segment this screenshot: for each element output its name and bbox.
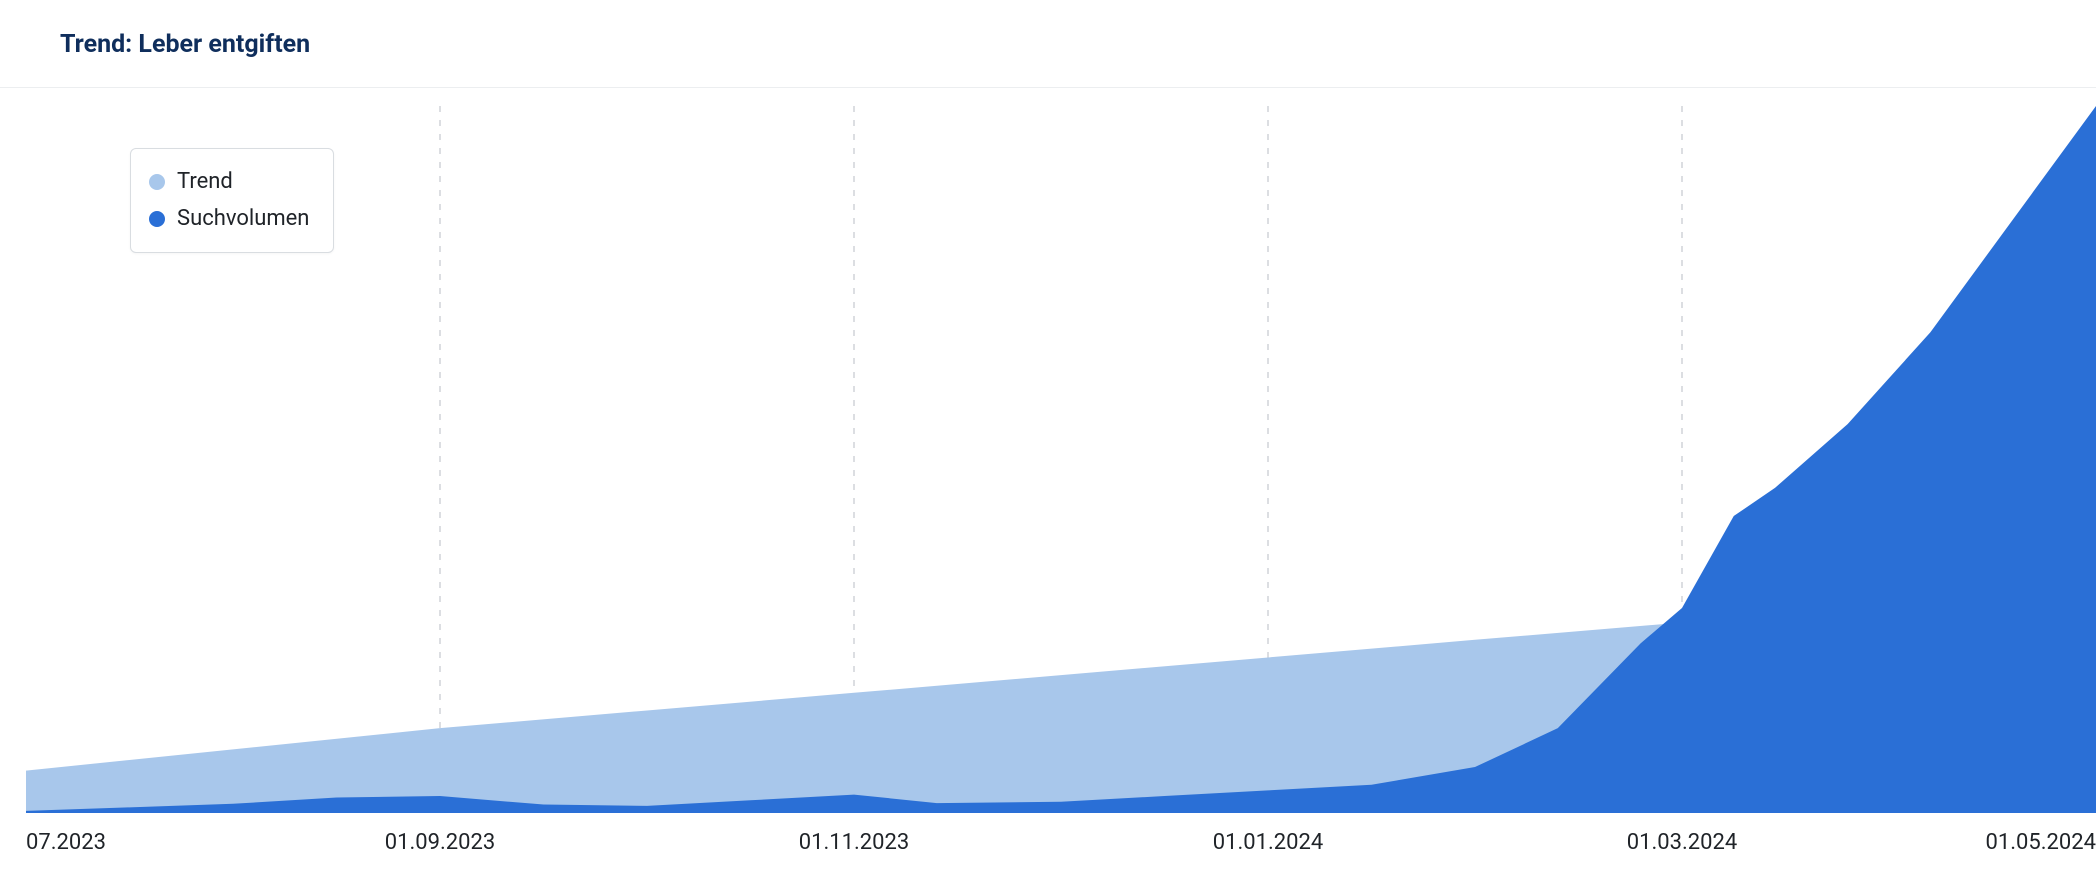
legend-label: Trend <box>177 163 233 200</box>
legend-swatch-icon <box>149 174 165 190</box>
title-row: Trend: Leber entgiften <box>0 0 2096 88</box>
legend-item-trend[interactable]: Trend <box>149 163 309 200</box>
legend-label: Suchvolumen <box>177 200 309 237</box>
chart-legend: Trend Suchvolumen <box>130 148 334 253</box>
x-tick-label: 01.09.2023 <box>385 830 496 855</box>
x-tick-label: 01.01.2024 <box>1213 830 1324 855</box>
legend-item-suchvolumen[interactable]: Suchvolumen <box>149 200 309 237</box>
chart-card: Trend: Leber entgiften 07.2023 01.09.2023… <box>0 0 2096 896</box>
x-tick-label: 07.2023 <box>26 830 106 855</box>
chart-wrap: 07.2023 01.09.2023 01.11.2023 01.01.2024 01.… <box>0 88 2096 886</box>
chart-title: Trend: Leber entgiften <box>60 30 310 59</box>
legend-swatch-icon <box>149 211 165 227</box>
x-tick-label: 01.05.2024 <box>1985 830 2096 855</box>
x-tick-label: 01.11.2023 <box>799 830 910 855</box>
x-tick-label: 01.03.2024 <box>1627 830 1738 855</box>
